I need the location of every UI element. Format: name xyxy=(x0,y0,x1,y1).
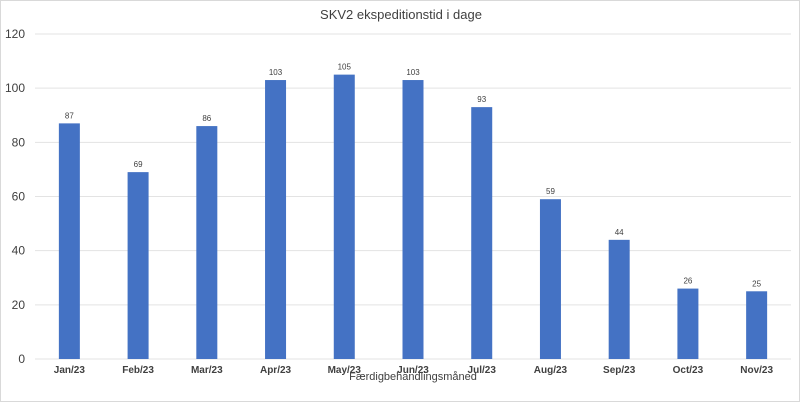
bar xyxy=(196,126,218,359)
x-tick-label: Jan/23 xyxy=(54,365,86,376)
data-label: 93 xyxy=(477,95,486,104)
data-label: 86 xyxy=(202,114,211,123)
x-tick-label: Jun/23 xyxy=(397,365,429,376)
x-tick-label: Nov/23 xyxy=(740,365,773,376)
x-axis-label: Færdigbehandlingsmåned xyxy=(349,371,477,383)
x-tick-label: Apr/23 xyxy=(260,365,292,376)
x-tick-label: May/23 xyxy=(328,365,362,376)
data-label: 103 xyxy=(269,68,283,77)
chart-title: SKV2 ekspeditionstid i dage xyxy=(320,7,482,22)
y-tick-label: 60 xyxy=(12,190,26,204)
bar xyxy=(608,239,630,359)
data-label: 59 xyxy=(546,187,555,196)
data-label: 87 xyxy=(65,111,74,120)
y-tick-label: 80 xyxy=(12,135,26,149)
bar xyxy=(746,291,768,359)
bars xyxy=(58,74,768,360)
bar xyxy=(539,199,561,359)
data-label: 26 xyxy=(683,277,692,286)
y-tick-label: 100 xyxy=(5,81,25,95)
bar xyxy=(127,172,149,359)
x-tick-label: Aug/23 xyxy=(534,365,568,376)
y-tick-label: 0 xyxy=(18,352,25,366)
x-tick-label: Sep/23 xyxy=(603,365,636,376)
y-axis-ticks: 0 20 40 60 80 100 120 xyxy=(5,27,25,366)
x-tick-label: Feb/23 xyxy=(122,365,154,376)
bar xyxy=(333,74,355,359)
data-label: 25 xyxy=(752,279,761,288)
data-label: 105 xyxy=(338,63,352,72)
x-tick-label: Mar/23 xyxy=(191,365,223,376)
data-labels: 87 69 86 103 105 103 93 59 44 26 25 xyxy=(65,63,762,289)
data-label: 103 xyxy=(406,68,420,77)
bar xyxy=(677,288,699,359)
y-tick-label: 120 xyxy=(5,27,25,41)
x-axis-ticks: Jan/23 Feb/23 Mar/23 Apr/23 May/23 Jun/23 Jul/… xyxy=(54,365,774,376)
y-tick-label: 40 xyxy=(12,244,26,258)
data-label: 69 xyxy=(134,160,143,169)
x-tick-label: Oct/23 xyxy=(673,365,704,376)
bar xyxy=(265,80,287,360)
x-tick-label: Jul/23 xyxy=(468,365,497,376)
data-label: 44 xyxy=(615,228,624,237)
bar xyxy=(58,123,80,359)
bar xyxy=(471,107,493,359)
y-tick-label: 20 xyxy=(12,298,26,312)
bar xyxy=(402,80,424,360)
